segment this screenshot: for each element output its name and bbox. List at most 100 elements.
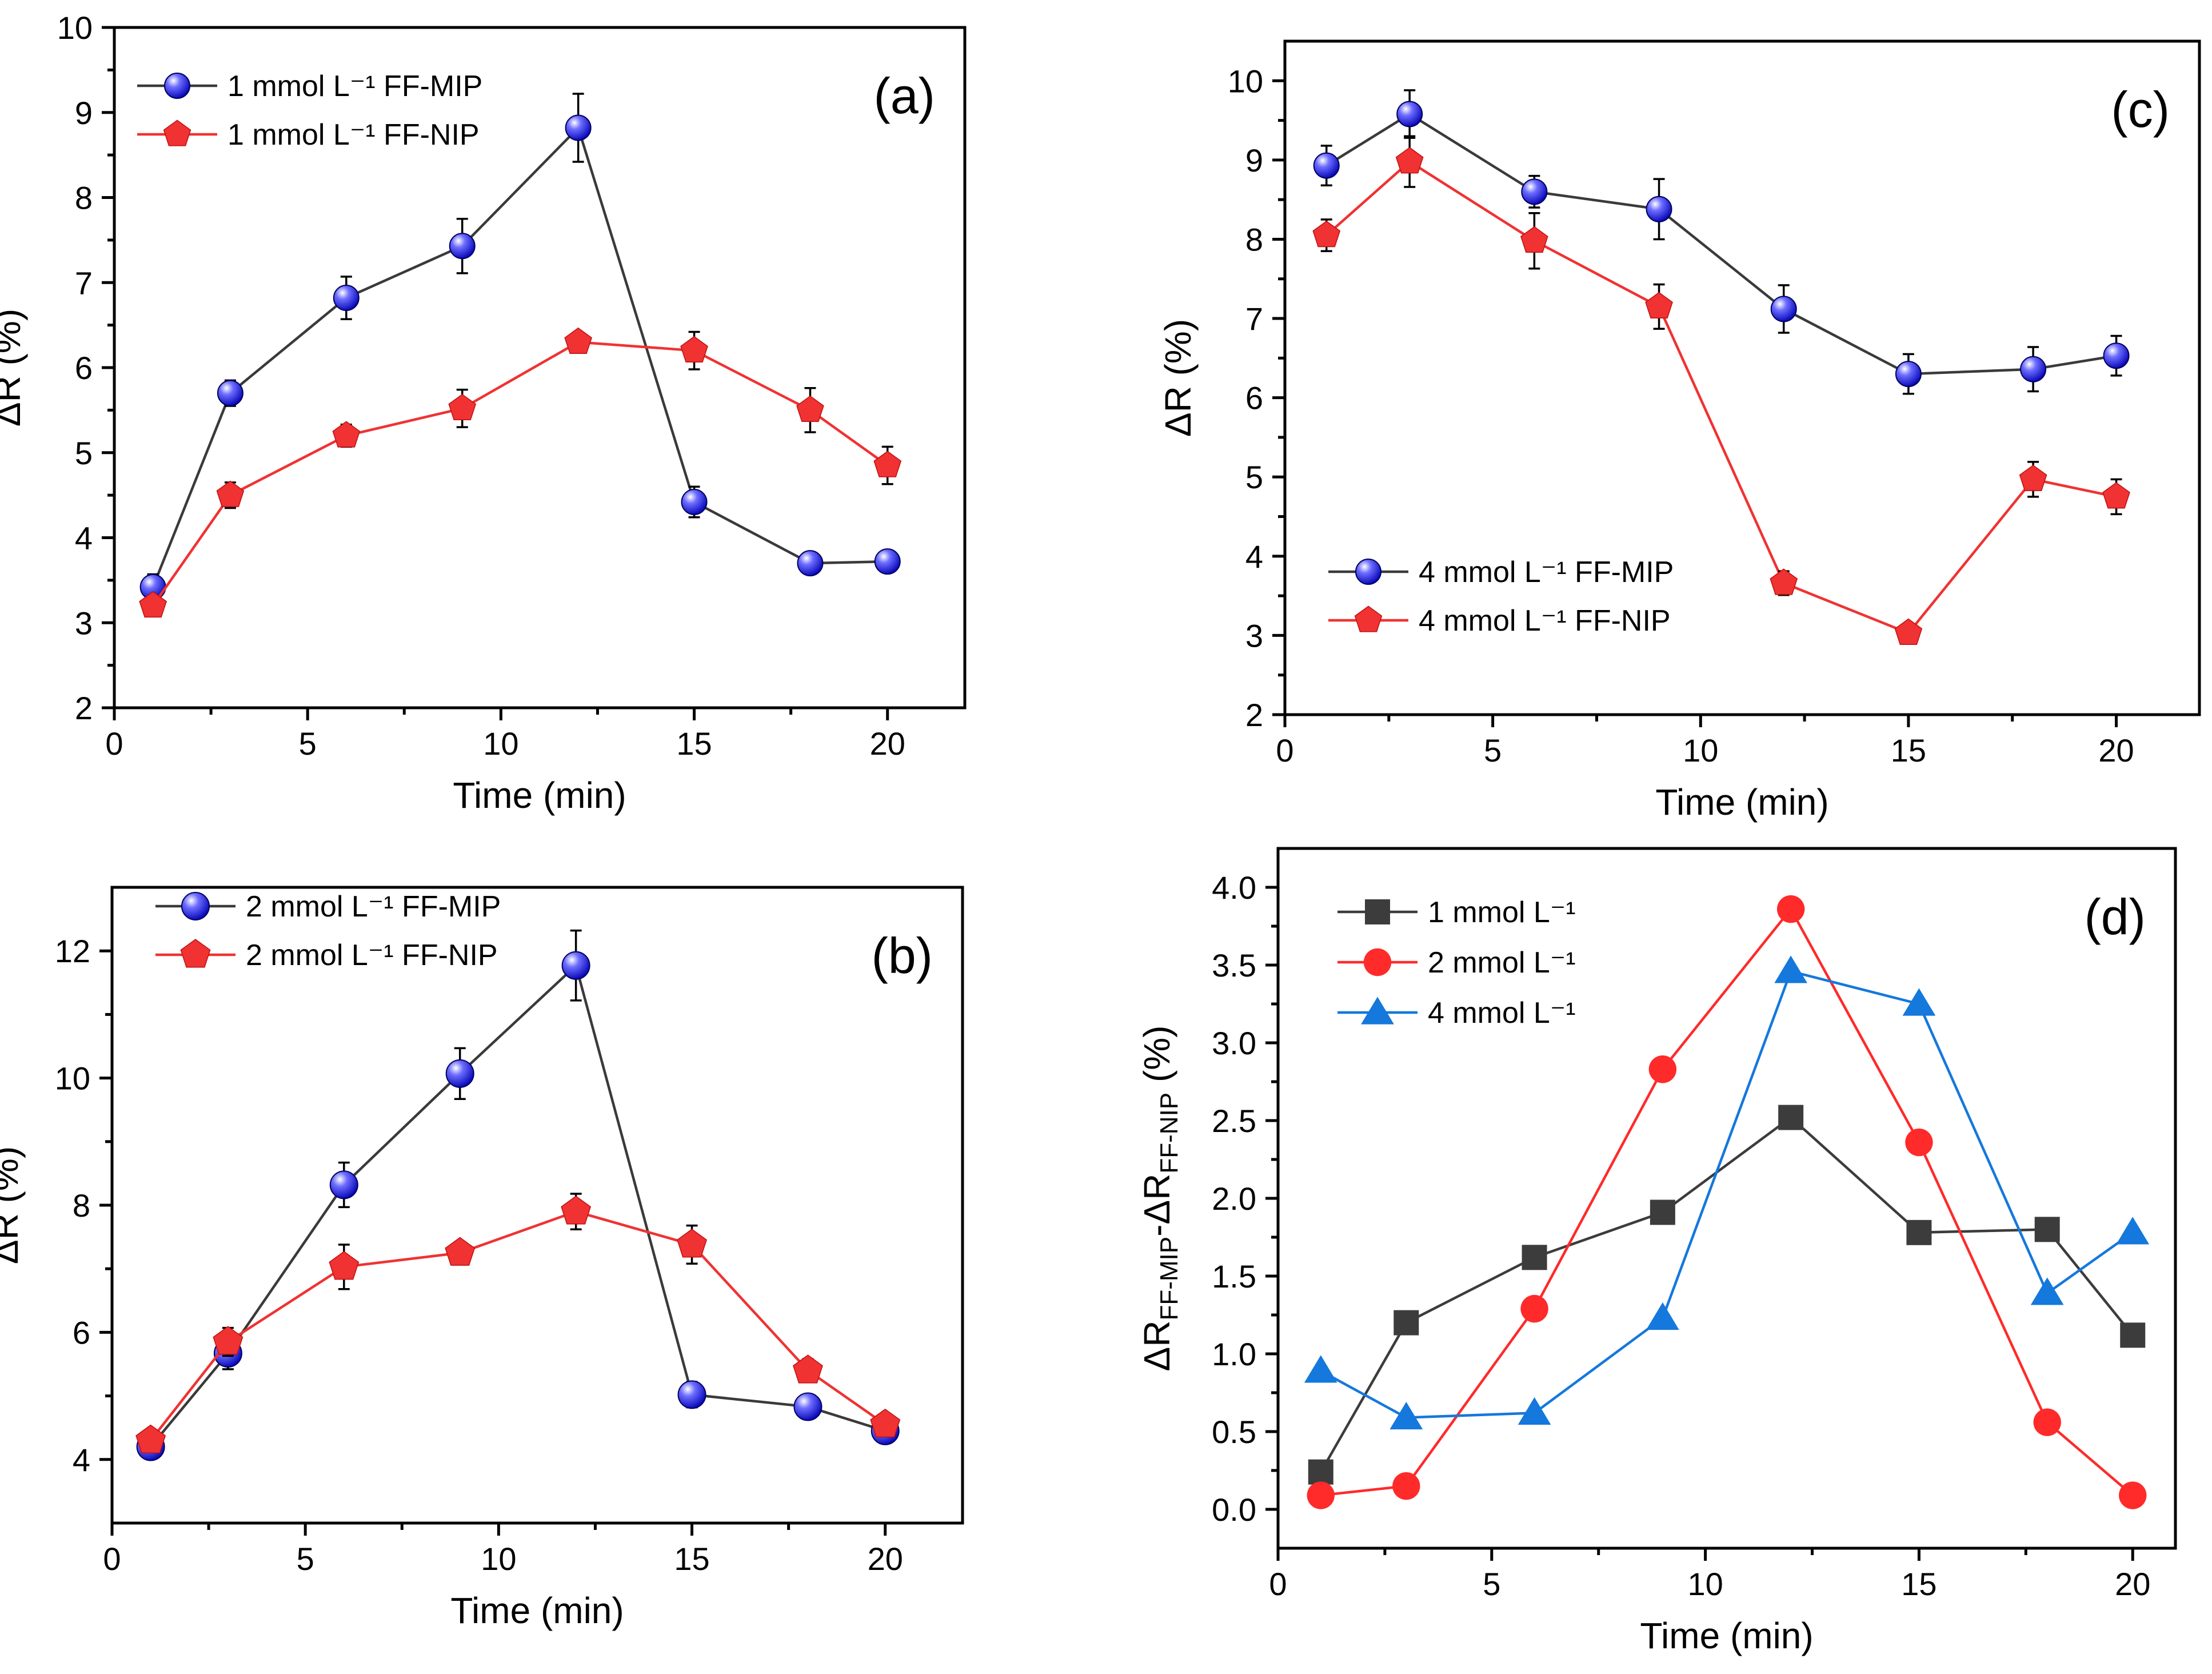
x-tick-label: 20 [2115,1566,2150,1602]
y-tick-label: 4 [73,1442,90,1478]
data-point [565,114,592,141]
x-tick-label: 0 [105,726,123,762]
legend: 1 mmol L⁻¹ 2 mmol L⁻¹ 4 mmol L⁻¹ [1337,896,1576,1030]
data-point [332,421,361,448]
legend-item-2mmol: 2 mmol L⁻¹ [1337,946,1576,979]
legend-item-4mmol: 4 mmol L⁻¹ [1337,997,1576,1030]
x-tick-label: 5 [297,1541,314,1577]
data-point [2020,356,2047,382]
data-point [1648,1055,1677,1083]
data-point [448,393,477,421]
plot-frame [1283,39,2201,716]
panel-a: 0 5 10 15 20 2 3 4 5 6 7 8 9 10 (a) Time (min) ΔR (%)… [0,10,967,816]
legend: 1 mmol L⁻¹ FF-MIP 1 mmol L⁻¹ FF-NIP [137,70,482,152]
data-point [2116,1217,2150,1245]
x-axis-label: Time (min) [1640,1615,1813,1656]
x-tick-label: 20 [868,1541,903,1577]
x-tick-label: 20 [2098,732,2134,768]
data-point [1522,1245,1547,1270]
data-point [1895,361,1922,388]
series-line-1 [1325,160,2117,635]
legend-label: 2 mmol L⁻¹ FF-NIP [246,939,498,972]
legend-label: 4 mmol L⁻¹ FF-NIP [1419,604,1671,637]
x-tick-label: 5 [1483,1566,1500,1602]
data-point [870,1408,901,1438]
data-point [873,451,902,477]
y-tick-label: 5 [1245,459,1263,495]
panel-d: 0 5 10 15 200.00.51.01.52.02.53.03.54.0 (d) … [1136,847,2177,1656]
data-point [2030,1277,2064,1305]
data-point [449,233,476,260]
data-point [561,951,590,980]
data-point [216,480,245,507]
y-label-sub-nip: FF-NIP [1155,1093,1183,1174]
y-tick-label: 6 [75,350,93,386]
data-point [2019,464,2047,492]
x-tick-label: 15 [1901,1566,1937,1602]
data-point [139,591,167,618]
data-point [793,1392,822,1421]
chart-marks: 0 5 10 15 20 4 6 8 10 12 [55,929,903,1577]
plot-frame [1276,847,2177,1550]
y-axis-label: ΔR (%) [0,1146,26,1264]
y-tick-label: 12 [55,933,90,969]
legend-item-nip: 2 mmol L⁻¹ FF-NIP [155,939,498,972]
legend-marker [180,939,211,968]
panel-label: (d) [2084,888,2146,945]
data-point [1308,1459,1333,1485]
series-line-1 [151,341,889,607]
y-tick-label: 8 [1245,221,1263,257]
legend: 4 mmol L⁻¹ FF-MIP 4 mmol L⁻¹ FF-NIP [1328,556,1674,637]
panel-label: (a) [873,67,935,124]
series-line-0 [149,963,886,1448]
series-line-0 [1319,1115,2134,1473]
data-point [329,1251,360,1280]
legend-item-mip: 4 mmol L⁻¹ FF-MIP [1328,556,1674,589]
x-tick-label: 20 [870,726,905,762]
series-line-0 [151,125,888,588]
data-point [2033,1408,2061,1436]
x-tick-label: 5 [1484,732,1502,768]
data-point [1395,147,1424,174]
y-tick-label: 4 [1245,539,1263,575]
x-tick-label: 0 [1269,1566,1287,1602]
legend-marker [164,73,190,99]
panel-b: 0 5 10 15 20 4 6 8 10 12 (b) Time (min) ΔR (%) 2 … [0,886,964,1631]
data-point [217,380,243,406]
data-point [796,395,824,423]
data-point [329,1170,358,1199]
data-point [1646,1302,1679,1330]
y-label-mid: -ΔR [1136,1174,1177,1237]
y-tick-label: 8 [75,180,93,216]
x-axis-label: Time (min) [453,775,626,816]
y-tick-label: 5 [75,435,93,471]
data-point [1774,955,1807,983]
y-axis-label: ΔR (%) [0,309,28,427]
legend-marker [163,119,191,146]
data-point [1312,220,1341,248]
chart-marks: 0 5 10 15 20 2 3 4 5 6 7 8 9 10 [57,10,905,762]
legend-marker [181,892,210,920]
y-tick-label: 7 [1245,301,1263,337]
y-tick-label: 2 [75,690,93,726]
data-point [1390,1402,1423,1430]
legend-label: 2 mmol L⁻¹ [1428,946,1576,979]
y-label-delta-r: ΔR [1136,1321,1177,1372]
data-point [1313,152,1340,179]
legend-item-mip: 2 mmol L⁻¹ FF-MIP [155,890,501,923]
data-point [1905,1128,1933,1157]
data-point [797,550,824,577]
x-axis-label: Time (min) [450,1590,624,1631]
legend-item-nip: 1 mmol L⁻¹ FF-NIP [137,118,480,152]
y-tick-label: 0.0 [1212,1492,1256,1528]
data-point [1646,196,1672,222]
panel-label: (b) [871,927,933,984]
chart-marks: 0 5 10 15 20 2 3 4 5 6 7 8 9 10 [1228,63,2134,768]
data-point [213,1326,243,1355]
data-point [445,1237,476,1266]
y-axis-label: ΔR (%) [1157,319,1199,437]
data-point [1778,1105,1804,1130]
y-tick-label: 9 [75,95,93,131]
y-tick-label: 2 [1245,697,1263,733]
